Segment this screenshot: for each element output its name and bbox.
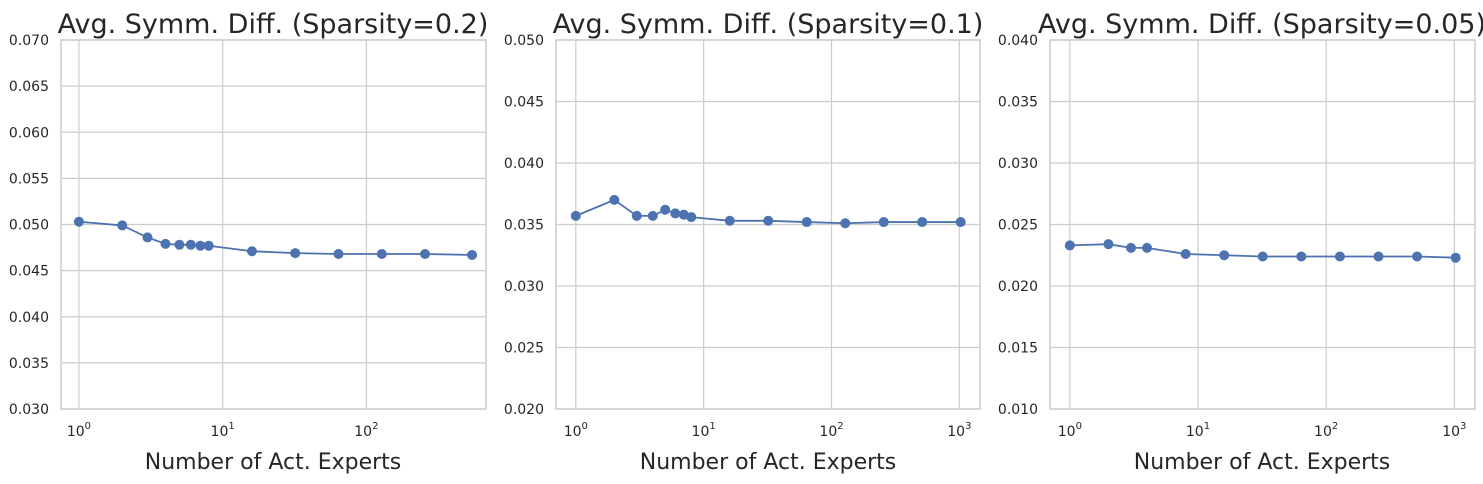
- x-tick-label: 100: [1058, 421, 1082, 440]
- x-axis-label: Number of Act. Experts: [1134, 450, 1391, 475]
- x-tick-label: 102: [819, 421, 843, 440]
- data-point: [195, 240, 206, 251]
- data-point: [609, 194, 620, 205]
- y-tick-label: 0.025: [998, 218, 1038, 234]
- data-point: [1180, 249, 1191, 260]
- data-point: [290, 248, 301, 259]
- data-point: [647, 210, 658, 221]
- data-point: [376, 249, 387, 260]
- x-tick-label: 101: [211, 421, 235, 440]
- data-point: [801, 217, 812, 228]
- grid: [1050, 39, 1475, 410]
- x-tick-label: 103: [1442, 421, 1466, 440]
- y-tick-label: 0.010: [998, 402, 1038, 418]
- data-point: [1412, 251, 1423, 262]
- x-tick-label: 101: [1186, 421, 1210, 440]
- y-tick-label: 0.030: [9, 402, 49, 418]
- data-point: [763, 215, 774, 226]
- axes: 0.030 0.035 0.040 0.045 0.050 0.055 0.060 0.065…: [9, 33, 487, 440]
- y-tick-label: 0.035: [9, 356, 49, 372]
- plot-frame: [1049, 39, 1476, 410]
- data-point: [660, 204, 671, 215]
- data-point: [1373, 251, 1384, 262]
- data-point: [724, 215, 735, 226]
- x-axis-label: Number of Act. Experts: [640, 450, 897, 475]
- y-tick-label: 0.045: [9, 264, 49, 280]
- y-tick-label: 0.055: [9, 171, 49, 187]
- data-point: [73, 216, 84, 227]
- data-point: [1296, 251, 1307, 262]
- data-point: [686, 212, 697, 223]
- axes: 0.020 0.025 0.030 0.035 0.040 0.045 0.050 100 10…: [504, 33, 981, 440]
- data-point: [1219, 250, 1230, 261]
- x-tick-label: 102: [354, 421, 378, 440]
- data-point: [1257, 251, 1268, 262]
- data-point: [246, 246, 257, 257]
- data-point: [420, 249, 431, 260]
- chart-title: Avg. Symm. Diff. (Sparsity=0.1): [553, 9, 984, 40]
- y-tick-label: 0.060: [9, 125, 49, 141]
- y-tick-label: 0.035: [504, 218, 544, 234]
- data-point: [117, 220, 128, 231]
- x-tick-label: 100: [564, 421, 588, 440]
- data-point: [142, 232, 153, 243]
- chart-panel-sparsity-0-1: 0.020 0.025 0.030 0.035 0.040 0.045 0.050 100 10…: [504, 9, 984, 475]
- chart-title: Avg. Symm. Diff. (Sparsity=0.05): [1038, 9, 1483, 40]
- plot-frame: [60, 39, 487, 410]
- data-point: [1064, 240, 1075, 251]
- chart-panel-sparsity-0-2: 0.030 0.035 0.040 0.045 0.050 0.055 0.060 0.065…: [9, 9, 489, 475]
- data-point: [174, 239, 185, 250]
- data-point: [185, 239, 196, 250]
- x-tick-label: 102: [1314, 421, 1338, 440]
- data-point: [1142, 242, 1153, 253]
- series-line: [78, 220, 473, 256]
- data-point: [878, 217, 889, 228]
- x-tick-label: 101: [692, 421, 716, 440]
- x-tick-label: 103: [947, 421, 971, 440]
- y-tick-label: 0.050: [504, 33, 544, 49]
- data-point: [1125, 242, 1136, 253]
- y-tick-label: 0.020: [504, 402, 544, 418]
- y-tick-label: 0.040: [504, 156, 544, 172]
- y-tick-label: 0.030: [504, 279, 544, 295]
- data-point: [203, 240, 214, 251]
- data-point: [570, 210, 581, 221]
- data-point: [1450, 252, 1461, 263]
- x-tick-label: 100: [67, 421, 91, 440]
- y-tick-label: 0.045: [504, 95, 544, 111]
- data-point: [160, 238, 171, 249]
- data-point: [917, 217, 928, 228]
- data-point: [955, 217, 966, 228]
- y-tick-label: 0.040: [998, 33, 1038, 49]
- y-tick-label: 0.070: [9, 33, 49, 49]
- data-point: [1334, 251, 1345, 262]
- y-tick-label: 0.015: [998, 341, 1038, 357]
- y-tick-label: 0.025: [504, 341, 544, 357]
- data-point: [333, 249, 344, 260]
- chart-panel-sparsity-0-05: 0.010 0.015 0.020 0.025 0.030 0.035 0.040 100 10…: [998, 9, 1483, 475]
- axes: 0.010 0.015 0.020 0.025 0.030 0.035 0.040 100 10…: [998, 33, 1476, 440]
- y-tick-label: 0.020: [998, 279, 1038, 295]
- y-tick-label: 0.065: [9, 79, 49, 95]
- y-tick-label: 0.050: [9, 218, 49, 234]
- plot-frame: [555, 39, 981, 410]
- y-tick-label: 0.040: [9, 310, 49, 326]
- data-point: [631, 210, 642, 221]
- x-axis-label: Number of Act. Experts: [145, 450, 402, 475]
- data-point: [670, 208, 681, 219]
- chart-title: Avg. Symm. Diff. (Sparsity=0.2): [58, 9, 489, 40]
- data-point: [467, 249, 478, 260]
- data-point: [1103, 239, 1114, 250]
- data-point: [840, 218, 851, 229]
- y-tick-label: 0.035: [998, 95, 1038, 111]
- y-tick-label: 0.030: [998, 156, 1038, 172]
